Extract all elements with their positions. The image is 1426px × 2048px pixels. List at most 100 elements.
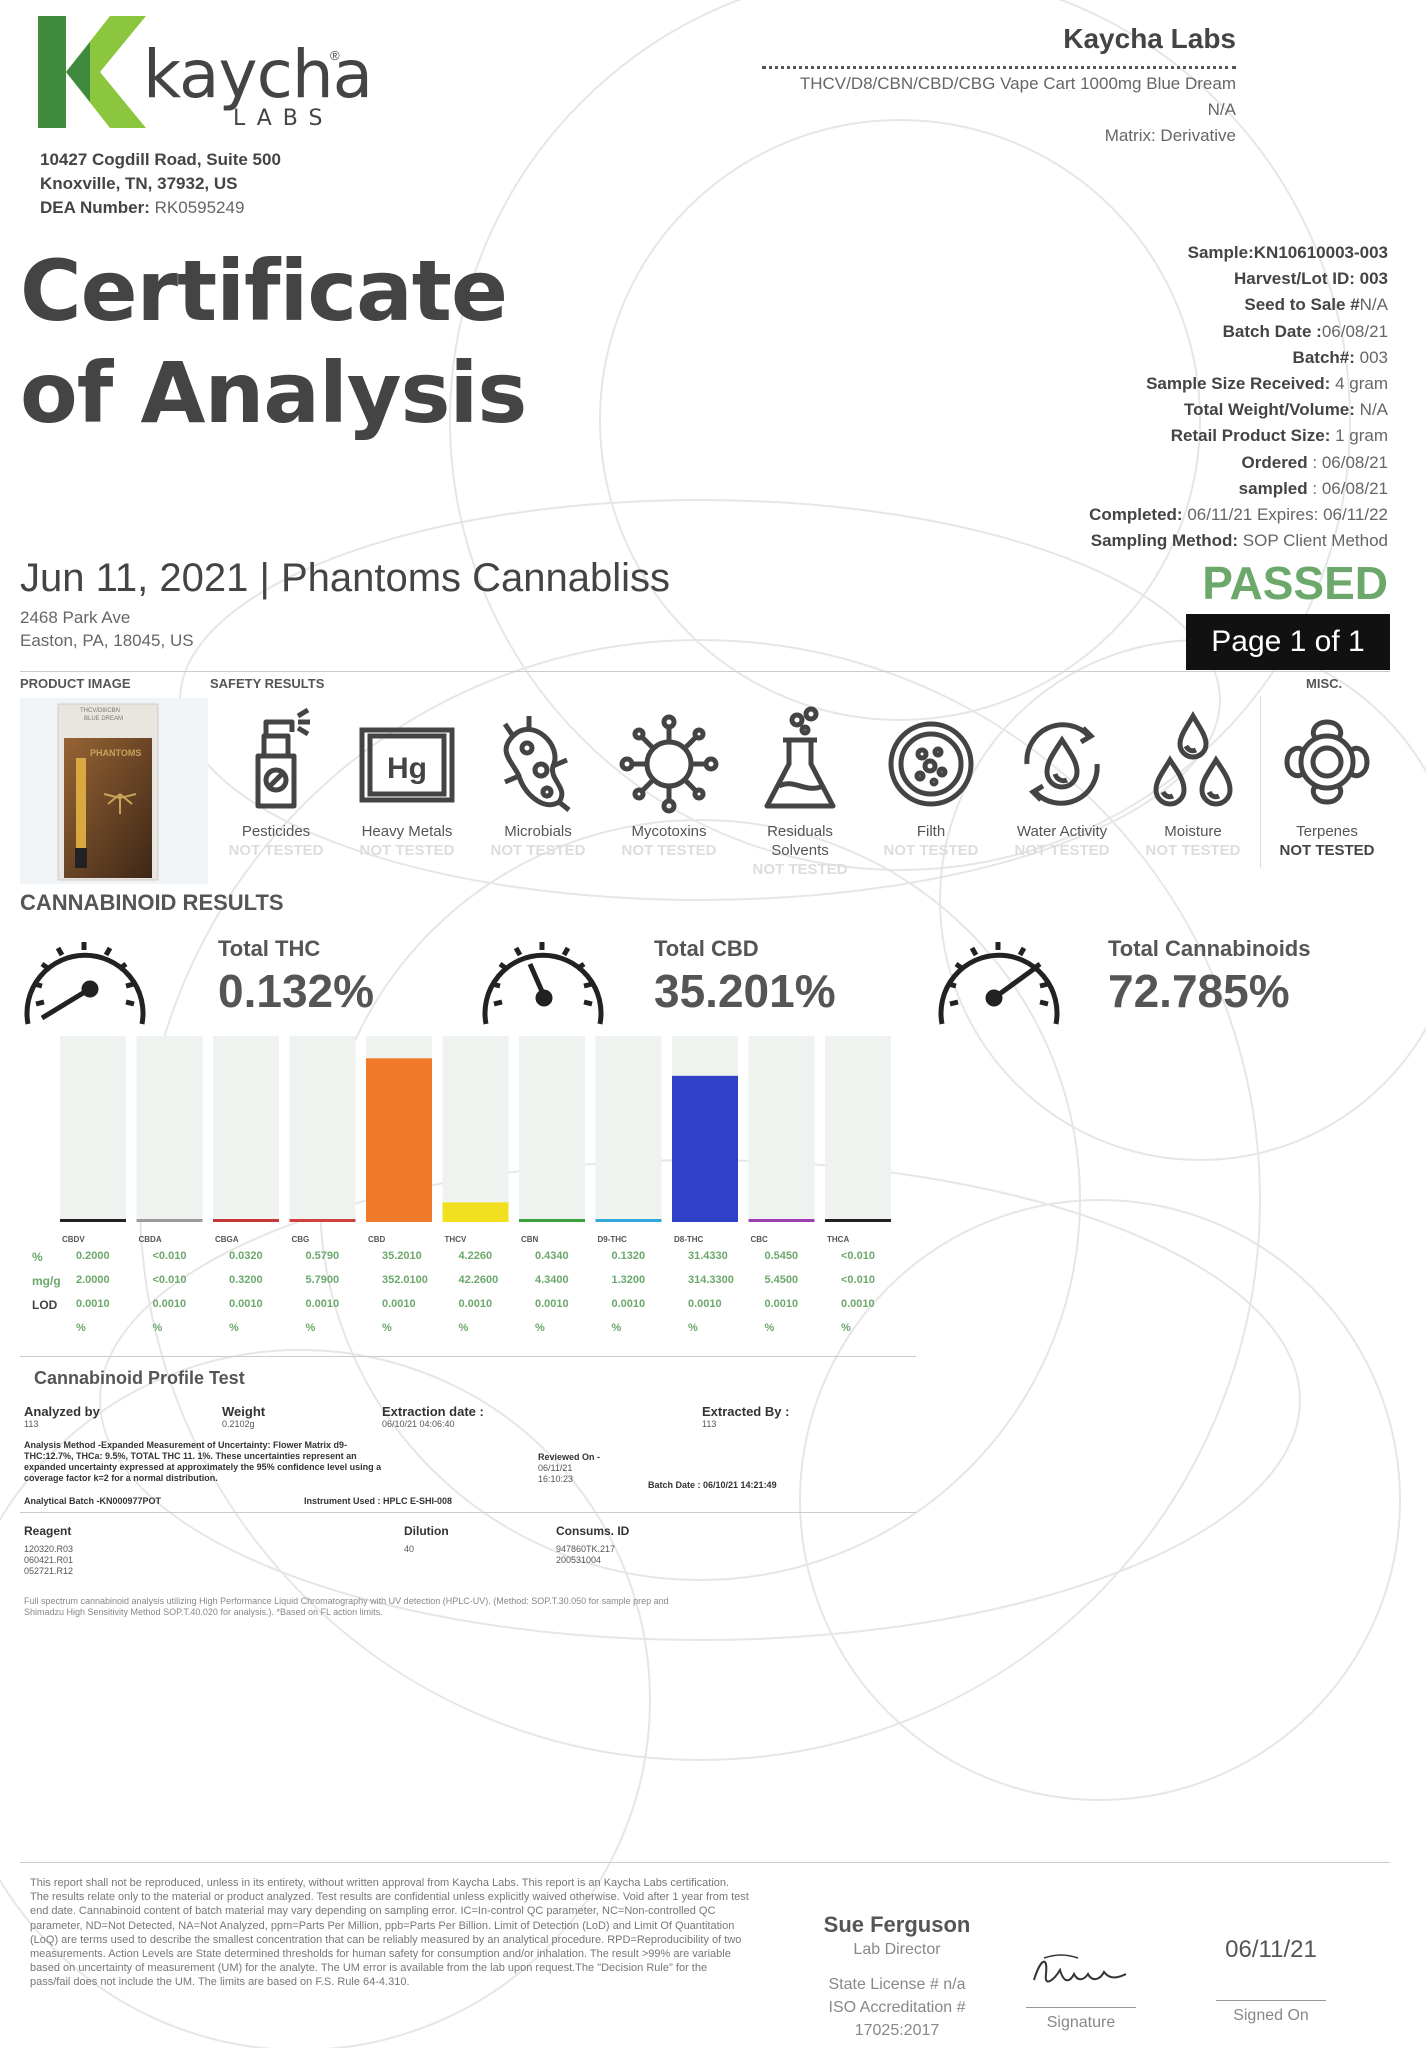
total-thc-label: Total THC	[218, 936, 321, 961]
total-cannabinoids-label: Total Cannabinoids	[1108, 936, 1311, 961]
sample-row: Sample:KN10610003-003	[868, 240, 1388, 266]
category-label: CBDV	[62, 1235, 85, 1244]
page-indicator: Page 1 of 1	[1186, 614, 1390, 670]
safety-name: Residuals Solvents	[736, 822, 864, 860]
sample-value: 003	[1354, 269, 1388, 289]
instrument-used: Instrument Used : HPLC E-SHI-008	[304, 1496, 452, 1507]
bar-cbg	[289, 1219, 356, 1222]
category-label: CBG	[292, 1235, 310, 1244]
extraction-label: Extraction date :	[382, 1404, 484, 1419]
safety-name-line1: Residuals	[767, 823, 833, 840]
category-label: CBN	[521, 1235, 539, 1244]
table-cell: 0.0010	[841, 1298, 875, 1310]
reviewed-on: Reviewed On - 06/11/21 16:10:23	[538, 1452, 600, 1485]
lab-name: Kaycha Labs	[1063, 23, 1236, 54]
logo-wordmark: kaycha	[143, 36, 373, 113]
instrument-value: Instrument Used : HPLC E-SHI-008	[304, 1496, 453, 1506]
table-cell: 0.0010	[382, 1298, 416, 1310]
reagents: Reagent 120320.R03 060421.R01 052721.R12	[24, 1525, 74, 1577]
safety-name: Heavy Metals	[361, 823, 453, 840]
signature-label: Signature	[1046, 2014, 1116, 2031]
safety-status: NOT TESTED	[1014, 842, 1110, 859]
sample-row: Sampling Method: SOP Client Method	[868, 528, 1388, 554]
flask-icon	[764, 706, 836, 809]
bar-cbd	[366, 1058, 432, 1222]
disclaimer: This report shall not be reproduced, unl…	[30, 1877, 749, 1989]
safety-name: Mycotoxins	[631, 823, 707, 840]
table-row-label: LOD	[32, 1298, 58, 1312]
dotted-divider	[762, 66, 1236, 69]
total-cbd-label: Total CBD	[654, 936, 759, 961]
sample-row: Total Weight/Volume: N/A	[868, 397, 1388, 423]
cannabinoid-results-label: CANNABINOID RESULTS	[20, 890, 284, 915]
table-cell: %	[305, 1322, 316, 1334]
safety-name: Filth	[916, 823, 946, 840]
safety-results-label: SAFETY RESULTS	[210, 676, 325, 691]
signed-date: 06/11/21	[1225, 1936, 1317, 1963]
lab-address-line2: Knoxville, TN, 37932, US	[40, 174, 238, 193]
table-cell: 314.3300	[688, 1274, 734, 1286]
consums-label: Consums. ID	[556, 1524, 630, 1538]
product-matrix: Matrix: Derivative	[1104, 126, 1236, 145]
extracted-by: Extracted By :113	[702, 1405, 789, 1430]
consumables: Consums. ID 947860TK.217 200531004	[556, 1524, 630, 1566]
table-cell: %	[382, 1322, 392, 1334]
logo-registered-mark: ®	[330, 48, 340, 63]
lab-address: 10427 Cogdill Road, Suite 500 Knoxville,…	[40, 148, 281, 220]
product-brand-text: PHANTOMS	[90, 748, 142, 758]
sample-row: Batch Date :06/08/21	[868, 319, 1388, 345]
sample-value: : 06/08/21	[1307, 478, 1388, 498]
table-cell: 0.5450	[764, 1250, 799, 1262]
total-cbd-value: 35.201%	[654, 965, 836, 1017]
product-image-label: PRODUCT IMAGE	[20, 676, 131, 691]
misc-terpenes: Terpenes NOT TESTED	[1263, 706, 1391, 860]
reagent-id: 060421.R01	[24, 1555, 74, 1565]
sample-value: 003	[1354, 347, 1388, 367]
bar-cbga	[213, 1219, 279, 1222]
divider	[20, 1356, 916, 1357]
director-block: Sue Ferguson Lab Director State License …	[812, 1912, 982, 2042]
misc-divider	[1260, 696, 1261, 868]
table-cell: %	[688, 1322, 698, 1334]
table-cell: 0.0010	[458, 1298, 493, 1310]
bar-cbc	[748, 1219, 815, 1222]
water-cycle-icon	[1024, 722, 1100, 806]
safety-filth: Filth NOT TESTED	[867, 706, 995, 860]
product-image: PHANTOMS THCV/D8/CBN BLUE DREAM	[20, 698, 208, 884]
table-cell: 1.3200	[611, 1274, 646, 1286]
table-cell: %	[764, 1322, 775, 1334]
virus-icon	[619, 714, 719, 814]
sample-label: Harvest/Lot ID:	[1233, 269, 1355, 289]
total-cannabinoids-value: 72.785%	[1108, 965, 1290, 1017]
bar-thcv	[442, 1202, 509, 1222]
sample-value: 06/11/21 Expires: 06/11/22	[1182, 505, 1388, 525]
logo-subtitle: LABS	[233, 106, 334, 131]
category-label: CBD	[368, 1235, 386, 1244]
microbe-icon	[502, 716, 571, 812]
extraction-value: 06/10/21 04:06:40	[382, 1419, 455, 1429]
bar-cbdv	[60, 1219, 126, 1222]
table-cell: %	[76, 1322, 86, 1334]
bar-cbn	[519, 1219, 585, 1222]
method-line: Analysis Method -Expanded Measurement of…	[24, 1440, 348, 1450]
sample-value: 06/08/21	[1321, 321, 1388, 341]
safety-status: NOT TESTED	[228, 842, 324, 859]
bar-background	[213, 1036, 279, 1222]
sample-row: Retail Product Size: 1 gram	[868, 423, 1388, 449]
analytical-batch: Analytical Batch -KN000977POT	[24, 1496, 161, 1507]
mercury-hg-icon: Hg	[359, 727, 455, 803]
table-cell: 4.2260	[458, 1250, 493, 1262]
profile-title: Cannabinoid Profile Test	[34, 1368, 245, 1388]
method-note-line: Full spectrum cannabinoid analysis utili…	[24, 1596, 669, 1606]
product-header: Kaycha Labs THCV/D8/CBN/CBD/CBG Vape Car…	[736, 22, 1236, 149]
sample-info: Sample:KN10610003-003 Harvest/Lot ID: 00…	[868, 240, 1388, 554]
safety-status: NOT TESTED	[1279, 842, 1375, 859]
sample-row: Sample Size Received: 4 gram	[868, 371, 1388, 397]
signature-block: Signature	[1026, 1940, 1136, 2032]
bar-thca	[825, 1219, 891, 1222]
gauge-cbd-icon	[482, 942, 604, 1025]
signature-image	[1033, 1954, 1127, 1983]
client-title: Jun 11, 2021 | Phantoms Cannabliss	[20, 556, 671, 600]
dilution-value: 40	[404, 1544, 415, 1554]
sample-value: 4 gram	[1330, 374, 1388, 394]
